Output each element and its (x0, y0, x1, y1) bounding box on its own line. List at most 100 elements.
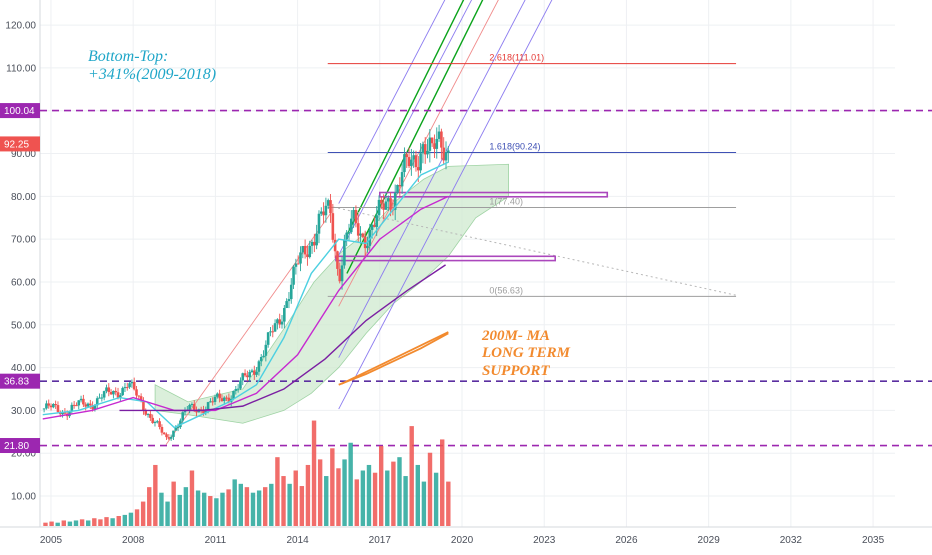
candle-body (56, 405, 60, 412)
candle-body (345, 232, 348, 240)
candle-body (437, 131, 441, 139)
candle-body (220, 398, 224, 402)
candle-body (352, 209, 355, 219)
candle-body (192, 404, 196, 410)
fib-level-label: 2.618(111.01) (489, 53, 544, 63)
volume-bar (61, 520, 66, 526)
volume-bar (128, 512, 134, 526)
candle-body (172, 430, 175, 437)
candle-body (292, 266, 295, 285)
annotation-bottom-top-line1: Bottom-Top: (88, 48, 169, 65)
candle-body (338, 268, 342, 282)
candle-body (421, 144, 425, 154)
candle-body (183, 410, 187, 413)
candle-body (93, 405, 97, 410)
candle-body (70, 404, 74, 412)
price-label-text: 92.25 (4, 139, 29, 150)
candle-body (75, 405, 78, 407)
candle-body (206, 402, 210, 410)
zone-rectangle (379, 191, 609, 198)
candle-body (386, 198, 390, 202)
volume-bar (201, 492, 207, 526)
candle-body (301, 246, 305, 253)
candle-body (354, 209, 358, 224)
volume-bar (378, 446, 384, 526)
candle-body (428, 137, 432, 151)
candle-body (296, 263, 300, 265)
green-channel-line (346, 0, 465, 236)
candle-body (236, 388, 240, 390)
candle-body (243, 373, 247, 376)
candle-body (283, 307, 286, 322)
candle-body (370, 224, 374, 230)
candle-body (398, 184, 402, 187)
moving-average-line (42, 195, 449, 420)
candle-body (393, 192, 397, 210)
volume-bar (177, 494, 182, 526)
candle-body (396, 184, 399, 193)
zone-rectangle (335, 255, 556, 262)
candle-body (211, 401, 215, 403)
volume-bar (403, 476, 408, 526)
volume-bar (122, 514, 128, 526)
volume-bar (165, 501, 170, 526)
candle-body (123, 387, 127, 389)
x-tick-label: 2017 (369, 535, 392, 546)
volume-bar (421, 481, 427, 526)
candle-body (116, 392, 120, 398)
x-tick-label: 2014 (286, 535, 309, 546)
candle-body (151, 417, 154, 424)
volume-bar (208, 496, 213, 526)
candle-body (336, 251, 339, 269)
candle-body (416, 167, 420, 171)
candle-body (410, 159, 413, 167)
candle-body (324, 205, 328, 216)
candle-body (112, 390, 115, 395)
candle-body (89, 403, 92, 406)
volume-bar (92, 518, 97, 526)
annotation-200m-ma-line1: 200M- MA (482, 328, 550, 344)
volume-bar (409, 426, 414, 526)
pitchfork-line (338, 0, 553, 410)
candle-body (435, 138, 439, 149)
candle-body (276, 319, 279, 324)
candle-body (216, 393, 219, 397)
candle-body (132, 381, 136, 390)
candle-body (119, 395, 122, 398)
candle-body (222, 397, 226, 402)
x-tick-label: 2032 (780, 535, 803, 546)
candle-body (373, 224, 376, 227)
candle-body (218, 393, 221, 399)
candle-body (158, 421, 161, 427)
candle-body (252, 370, 256, 375)
candle-body (130, 381, 134, 384)
candle-body (144, 410, 148, 415)
volume-bar (275, 457, 280, 526)
candle-body (47, 403, 51, 406)
volume-bar (263, 487, 268, 526)
candle-body (375, 215, 379, 227)
y-tick-label: 120.00 (5, 21, 36, 32)
candle-body (139, 396, 143, 402)
candle-body (333, 239, 337, 252)
volume-bar (269, 483, 274, 526)
candle-body (331, 213, 335, 240)
candle-body (77, 400, 81, 406)
candle-body (299, 252, 302, 264)
candle-body (95, 398, 99, 406)
candle-body (54, 404, 57, 406)
x-tick-label: 2026 (615, 535, 638, 546)
y-tick-label: 90.00 (11, 149, 36, 160)
volume-bar (397, 457, 402, 526)
price-label-box (0, 373, 40, 389)
candle-body (329, 200, 332, 214)
fib-level-label: 0(56.63) (489, 285, 523, 295)
candle-body (248, 372, 251, 378)
y-tick-label: 20.00 (11, 449, 36, 460)
candle-body (359, 233, 362, 236)
candle-body (389, 198, 392, 210)
candle-body (405, 154, 409, 158)
candle-body (423, 144, 427, 155)
